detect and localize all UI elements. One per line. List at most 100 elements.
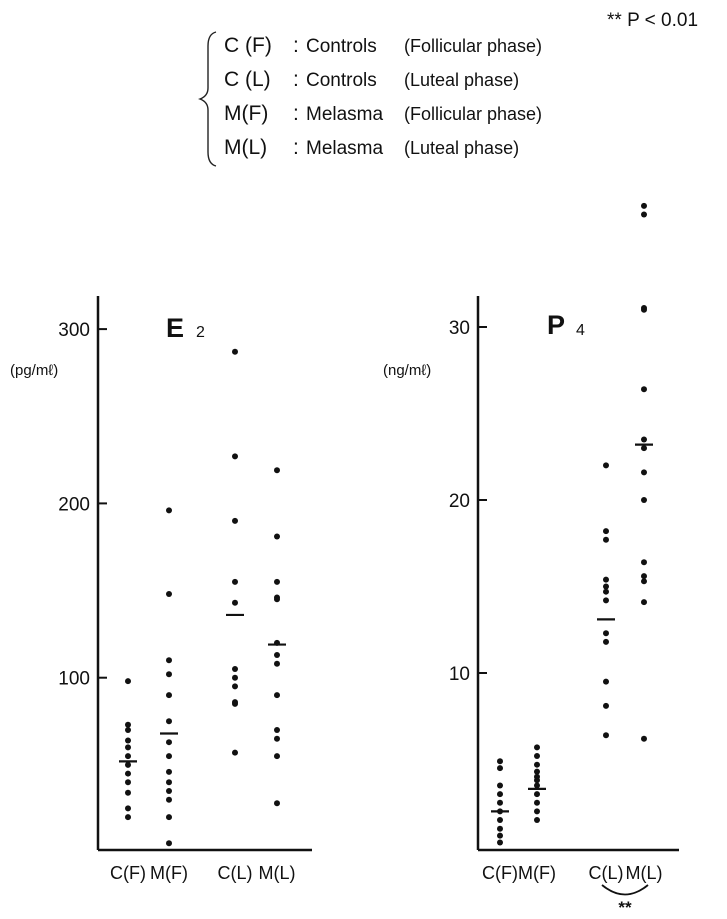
data-point — [166, 840, 172, 847]
data-point — [125, 761, 131, 768]
data-point — [641, 497, 647, 503]
data-point — [166, 657, 172, 664]
data-point — [603, 583, 609, 590]
data-point — [274, 692, 280, 699]
legend-phase: (Luteal phase) — [404, 138, 519, 158]
legend-separator: : — [293, 34, 299, 57]
data-point — [274, 726, 280, 733]
data-point — [641, 599, 647, 606]
data-point — [534, 817, 540, 824]
data-point — [274, 660, 280, 667]
data-point — [497, 799, 503, 806]
data-point — [497, 839, 503, 846]
data-point — [641, 386, 647, 393]
data-point — [497, 782, 503, 789]
legend-code: C (L) — [224, 68, 271, 91]
legend-code: M(L) — [224, 136, 267, 159]
legend-separator: : — [293, 136, 299, 159]
data-point — [534, 768, 540, 775]
y-axis-unit-label: (ng/mℓ) — [383, 362, 431, 379]
data-point — [534, 782, 540, 789]
chart-title: E — [166, 313, 184, 343]
legend-brace — [198, 31, 217, 167]
data-point — [125, 770, 131, 777]
data-point — [603, 597, 609, 604]
data-point — [603, 630, 609, 637]
data-point — [166, 591, 172, 598]
data-point — [497, 765, 503, 772]
data-point — [274, 753, 280, 760]
data-point — [497, 832, 503, 839]
y-tick-label: 200 — [58, 494, 90, 515]
x-category-label: C(F) — [482, 863, 518, 883]
data-point — [232, 683, 238, 690]
y-tick-label: 300 — [58, 320, 90, 341]
x-category-label: C(F) — [110, 863, 146, 883]
legend-separator: : — [293, 102, 299, 125]
data-point — [125, 721, 131, 728]
x-category-label: C(L) — [218, 863, 253, 883]
significance-bracket — [601, 884, 649, 896]
data-point — [125, 744, 131, 751]
data-point — [497, 791, 503, 798]
chart-title: P — [547, 310, 565, 340]
data-point — [534, 761, 540, 768]
y-axis-unit-label: (pg/mℓ) — [10, 362, 58, 379]
data-point — [497, 758, 503, 765]
data-point — [166, 796, 172, 803]
legend-group: Controls — [306, 70, 377, 91]
data-point — [603, 702, 609, 709]
legend-group: Melasma — [306, 138, 384, 159]
data-point — [497, 825, 503, 832]
data-point — [274, 533, 280, 540]
data-point — [274, 467, 280, 474]
legend-phase: (Follicular phase) — [404, 36, 542, 56]
data-point — [232, 578, 238, 585]
data-point — [166, 718, 172, 725]
legend-phase: (Follicular phase) — [404, 104, 542, 124]
data-point — [534, 799, 540, 806]
legend: C (F): Controls (Follicular phase) C (L): Co… — [198, 31, 542, 167]
data-point — [232, 665, 238, 672]
data-point — [232, 674, 238, 681]
data-point — [641, 469, 647, 476]
data-point — [125, 779, 131, 786]
chart-e2-panel: E 2 (pg/mℓ) 100 200 300 C(F) M(F) C(L) M(L) — [10, 296, 312, 883]
chart-title-subscript: 4 — [576, 322, 585, 339]
y-tick-label: 30 — [449, 318, 470, 339]
data-point — [603, 588, 609, 595]
data-point — [232, 348, 238, 355]
data-point — [125, 753, 131, 760]
data-point — [232, 599, 238, 606]
data-point — [232, 517, 238, 524]
data-point — [641, 306, 647, 313]
data-point — [641, 735, 647, 742]
data-point — [641, 436, 647, 443]
data-point — [534, 808, 540, 815]
data-point — [274, 735, 280, 742]
legend-phase: (Luteal phase) — [404, 70, 519, 90]
x-category-label: M(L) — [259, 863, 296, 883]
data-point — [534, 791, 540, 798]
data-point — [641, 559, 647, 566]
data-point — [166, 692, 172, 699]
legend-code: C (F) — [224, 34, 272, 57]
data-point — [603, 576, 609, 583]
x-category-label: M(L) — [626, 863, 663, 883]
data-point — [232, 453, 238, 460]
data-point — [497, 817, 503, 824]
data-point — [166, 739, 172, 746]
chart-title-subscript: 2 — [196, 324, 205, 341]
data-point — [603, 536, 609, 543]
legend-separator: : — [293, 68, 299, 91]
data-point — [125, 726, 131, 733]
data-point — [603, 678, 609, 685]
legend-code: M(F) — [224, 102, 268, 125]
data-point — [641, 578, 647, 585]
x-category-label: M(F) — [518, 863, 556, 883]
data-point — [534, 744, 540, 751]
data-point — [166, 768, 172, 775]
data-point — [125, 814, 131, 821]
x-category-label: M(F) — [150, 863, 188, 883]
data-point — [166, 814, 172, 821]
